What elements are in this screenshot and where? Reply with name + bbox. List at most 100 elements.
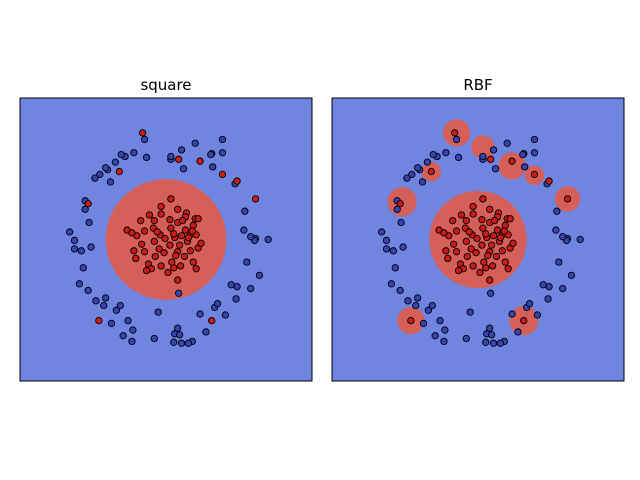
- data-point-inner: [140, 248, 149, 256]
- decision-region: [471, 135, 495, 159]
- data-point-inner: [177, 232, 186, 240]
- data-point-inner: [150, 237, 158, 246]
- data-point-inner: [450, 240, 458, 248]
- data-point-inner: [498, 247, 506, 255]
- data-point-inner: [487, 241, 496, 249]
- data-point-outer: [479, 152, 487, 161]
- data-point-outer: [377, 228, 386, 236]
- data-point-outer: [81, 205, 89, 213]
- data-point-outer: [255, 271, 264, 279]
- data-point-inner: [484, 251, 492, 260]
- data-point-outer: [436, 316, 444, 325]
- data-point-outer: [77, 247, 85, 255]
- data-point-outer: [175, 289, 183, 297]
- data-point-inner: [486, 205, 494, 213]
- data-point-inner: [145, 211, 154, 219]
- data-point-inner: [449, 216, 457, 225]
- data-point-outer: [79, 264, 87, 272]
- data-point-outer: [482, 338, 490, 346]
- data-point-outer: [124, 316, 132, 325]
- data-point-outer: [441, 326, 449, 334]
- data-point-inner: [487, 155, 495, 163]
- data-point-inner: [167, 224, 175, 232]
- data-point-outer: [150, 334, 158, 343]
- data-point-inner: [196, 157, 204, 165]
- data-point-outer: [140, 135, 149, 144]
- data-point-outer: [419, 319, 428, 328]
- data-point-outer: [387, 280, 396, 288]
- data-point-outer: [240, 226, 248, 234]
- data-point-outer: [466, 308, 474, 316]
- data-point-outer: [423, 158, 432, 166]
- data-point-inner: [479, 195, 487, 203]
- data-point-outer: [87, 243, 95, 251]
- data-point-inner: [175, 155, 183, 163]
- data-point-outer: [65, 228, 74, 236]
- data-point-inner: [194, 215, 202, 223]
- data-point-inner: [130, 247, 138, 255]
- data-point-inner: [427, 167, 435, 176]
- data-point-outer: [489, 339, 498, 347]
- data-point-outer: [167, 152, 175, 161]
- data-point-outer: [184, 339, 193, 347]
- data-point-outer: [102, 294, 110, 302]
- data-point-inner: [520, 316, 528, 325]
- data-point-outer: [129, 326, 137, 334]
- data-point-outer: [130, 149, 138, 157]
- data-point-inner: [545, 177, 553, 185]
- data-point-outer: [92, 297, 100, 305]
- data-point-outer: [241, 207, 249, 215]
- data-point-inner: [476, 268, 484, 277]
- data-point-outer: [530, 135, 539, 144]
- data-point-inner: [450, 129, 459, 137]
- data-point-outer: [213, 299, 222, 308]
- data-point-inner: [218, 170, 227, 179]
- data-point-outer: [142, 153, 151, 162]
- data-point-outer: [111, 158, 120, 166]
- data-point-inner: [501, 258, 509, 266]
- data-point-inner: [457, 211, 466, 219]
- data-point-outer: [70, 236, 79, 245]
- data-point-outer: [552, 226, 560, 234]
- data-point-inner: [489, 232, 498, 240]
- data-point-outer: [247, 233, 255, 241]
- data-point-inner: [469, 210, 477, 218]
- data-point-inner: [188, 227, 196, 235]
- data-point-outer: [559, 233, 567, 241]
- data-point-outer: [154, 308, 162, 316]
- data-point-outer: [487, 331, 496, 339]
- data-point-inner: [472, 249, 480, 257]
- subplot-rbf: RBF: [331, 76, 625, 382]
- data-point-inner: [480, 258, 488, 266]
- data-point-outer: [209, 163, 217, 171]
- data-point-outer: [247, 284, 255, 293]
- data-point-outer: [576, 235, 584, 244]
- subplot-title: square: [140, 76, 191, 94]
- data-point-outer: [431, 332, 439, 340]
- plot-frame: [331, 97, 625, 382]
- data-point-inner: [442, 247, 450, 255]
- data-point-inner: [157, 210, 165, 218]
- data-point-inner: [490, 216, 499, 225]
- data-point-outer: [84, 286, 92, 295]
- data-point-inner: [84, 200, 92, 208]
- data-point-inner: [508, 157, 516, 165]
- data-point-inner: [407, 316, 415, 325]
- data-point-inner: [166, 241, 174, 249]
- data-point-outer: [243, 258, 251, 266]
- data-point-outer: [207, 150, 215, 159]
- data-point-outer: [221, 311, 230, 319]
- data-point-outer: [96, 170, 104, 179]
- data-point-inner: [184, 233, 193, 242]
- data-point-outer: [218, 149, 227, 157]
- data-point-outer: [174, 324, 182, 332]
- data-point-inner: [462, 237, 470, 246]
- plot-frame: [19, 97, 313, 382]
- data-point-outer: [175, 331, 184, 339]
- data-point-outer: [70, 245, 79, 253]
- data-point-inner: [478, 241, 486, 249]
- data-point-inner: [164, 268, 172, 277]
- data-point-outer: [382, 245, 391, 253]
- data-point-inner: [172, 251, 180, 260]
- data-point-inner: [157, 202, 165, 211]
